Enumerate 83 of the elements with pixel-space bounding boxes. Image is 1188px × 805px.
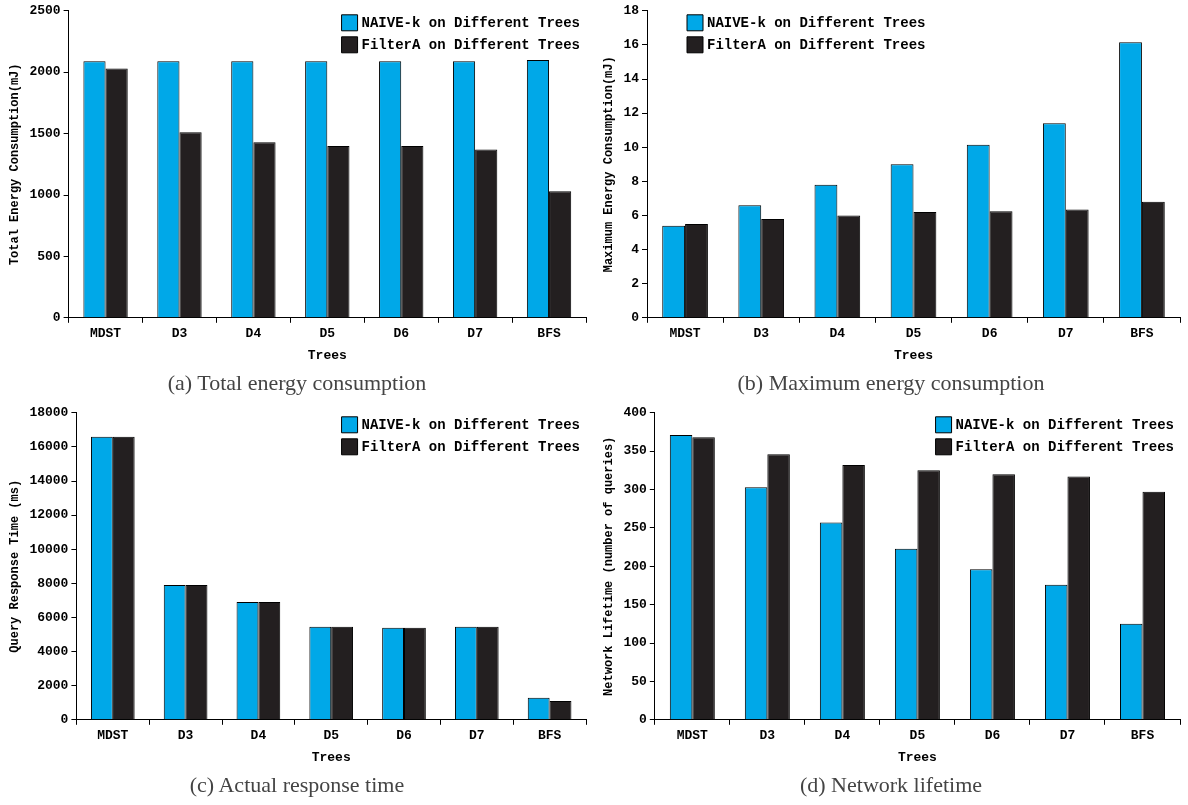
y-tick-label: 8 — [631, 173, 640, 189]
legend-label: FilterA on Different Trees — [955, 439, 1174, 456]
legend-label: NAIVE-k on Different Trees — [707, 15, 926, 32]
y-tick-label: 4 — [631, 241, 640, 257]
x-axis-title: Trees — [307, 348, 347, 364]
y-tick-label: 0 — [60, 712, 69, 728]
y-tick-label: 14000 — [29, 473, 69, 489]
text: (c) Actual response time — [188, 771, 406, 799]
x-tick-label: D7 — [1057, 325, 1074, 341]
x-axis-title: Trees — [897, 750, 938, 766]
x-tick-label: BFS — [1130, 727, 1155, 743]
y-tick-label: 100 — [623, 635, 647, 651]
x-tick-label: D7 — [467, 325, 483, 341]
x-tick-label: D5 — [909, 727, 926, 743]
x-tick-label: BFS — [537, 727, 562, 743]
x-tick-label: D3 — [171, 325, 188, 341]
y-tick-label: 200 — [623, 558, 647, 574]
legend-label: NAIVE-k on Different Trees — [955, 417, 1174, 434]
x-tick-label: D5 — [319, 325, 336, 341]
x-tick-label: D4 — [834, 727, 851, 743]
x-tick-label: D3 — [753, 325, 770, 341]
x-tick-label: D6 — [393, 325, 410, 341]
y-tick-label: 6 — [631, 207, 640, 223]
y-tick-label: 2000 — [29, 64, 61, 80]
y-tick-label: 500 — [37, 248, 61, 264]
y-tick-label: 8000 — [37, 575, 69, 591]
y-tick-label: 150 — [623, 596, 647, 612]
y-axis-title: Network Lifetime (number of queries) — [602, 436, 617, 696]
x-axis-title: Trees — [893, 348, 934, 364]
y-tick-label: 4000 — [37, 643, 69, 659]
y-tick-label: 16 — [623, 37, 640, 53]
x-tick-label: D4 — [250, 727, 267, 743]
y-tick-label: 400 — [623, 405, 647, 421]
y-tick-label: 0 — [52, 310, 61, 326]
x-tick-label: BFS — [1130, 325, 1154, 341]
y-tick-label: 10 — [623, 139, 640, 155]
x-tick-label: D4 — [829, 325, 846, 341]
y-tick-label: 0 — [638, 712, 647, 728]
y-tick-label: 16000 — [29, 439, 69, 455]
y-tick-label: 300 — [623, 481, 647, 497]
x-tick-label: D6 — [396, 727, 412, 743]
text: (a) Total energy consumption — [166, 369, 428, 397]
x-axis-title: Trees — [311, 750, 351, 766]
y-axis-title: Query Response Time (ms) — [8, 479, 23, 653]
y-tick-label: 6000 — [37, 609, 69, 625]
x-tick-label: D4 — [245, 325, 262, 341]
y-tick-label: 50 — [631, 673, 647, 689]
legend-label: FilterA on Different Trees — [361, 37, 580, 54]
y-tick-label: 2000 — [37, 677, 69, 693]
y-tick-label: 1500 — [29, 125, 61, 141]
y-tick-label: 14 — [623, 71, 640, 87]
y-tick-label: 350 — [623, 443, 647, 459]
x-tick-label: D3 — [759, 727, 776, 743]
x-tick-label: MDST — [89, 325, 122, 341]
x-tick-label: MDST — [669, 325, 701, 341]
y-axis-title: Maximum Energy Consumption(mJ) — [602, 56, 617, 273]
x-tick-label: MDST — [97, 727, 129, 743]
x-tick-label: MDST — [676, 727, 709, 743]
x-tick-label: D6 — [984, 727, 1001, 743]
x-tick-label: D6 — [981, 325, 998, 341]
text: (d) Network lifetime — [798, 771, 984, 799]
y-tick-label: 18 — [623, 3, 640, 19]
y-tick-label: 1000 — [29, 187, 61, 203]
y-tick-label: 2 — [631, 275, 640, 291]
y-axis-title: Total Energy Consumption(mJ) — [8, 63, 23, 266]
x-tick-label: D3 — [177, 727, 194, 743]
legend-label: FilterA on Different Trees — [361, 439, 580, 456]
legend-label: NAIVE-k on Different Trees — [361, 15, 580, 32]
x-tick-label: D7 — [1059, 727, 1076, 743]
y-tick-label: 12 — [623, 105, 640, 121]
y-tick-label: 2500 — [29, 3, 61, 19]
x-tick-label: D5 — [323, 727, 340, 743]
x-tick-label: BFS — [537, 325, 561, 341]
y-tick-label: 250 — [623, 520, 647, 536]
legend-label: NAIVE-k on Different Trees — [361, 417, 580, 434]
text: (b) Maximum energy consumption — [736, 369, 1046, 397]
x-tick-label: D7 — [469, 727, 485, 743]
y-tick-label: 18000 — [29, 405, 69, 421]
legend-label: FilterA on Different Trees — [707, 37, 926, 54]
y-tick-label: 12000 — [29, 507, 69, 523]
x-tick-label: D5 — [905, 325, 922, 341]
y-tick-label: 10000 — [29, 541, 69, 557]
y-tick-label: 0 — [631, 310, 640, 326]
